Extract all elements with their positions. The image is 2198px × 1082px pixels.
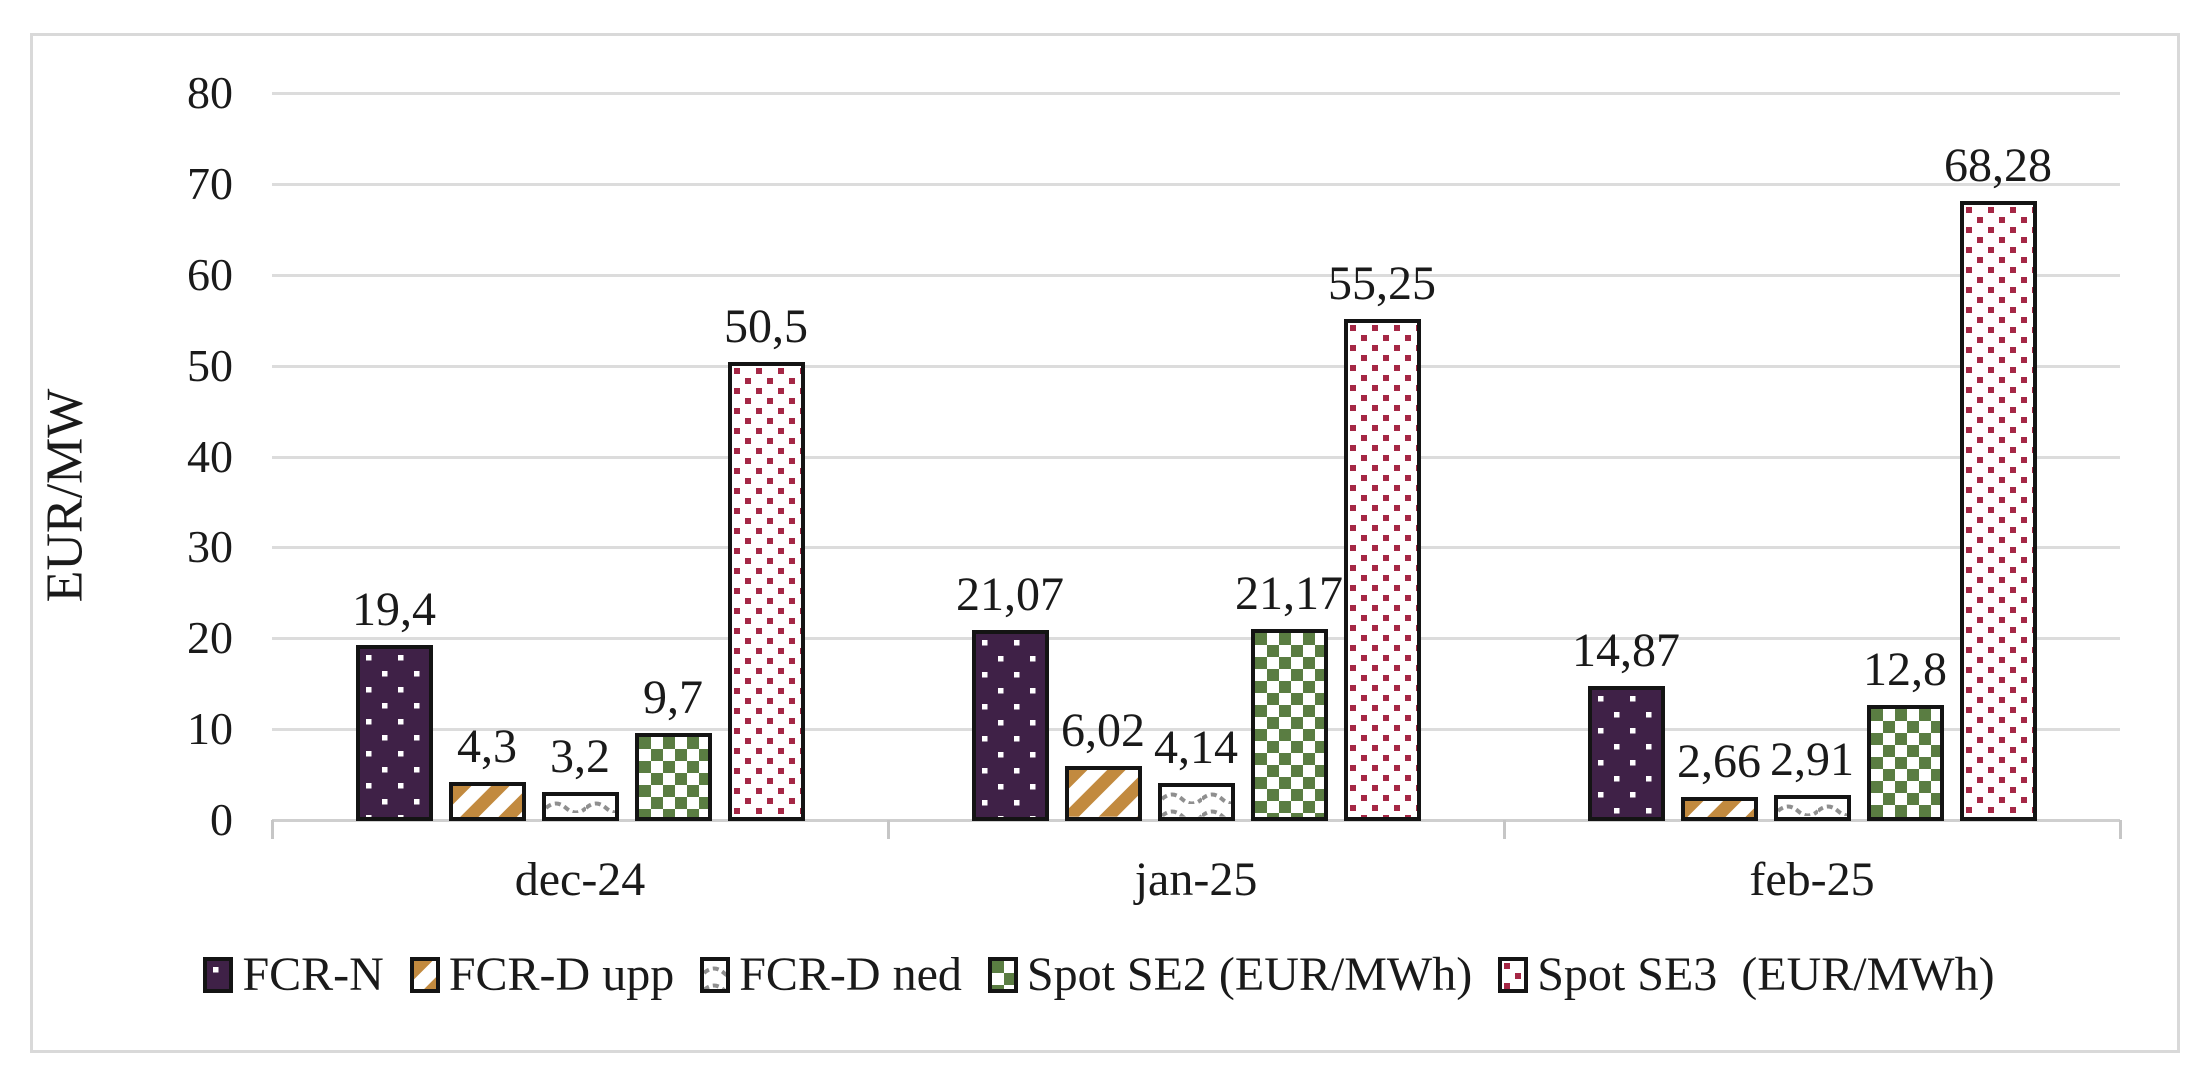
bar-value-label: 4,14	[1154, 721, 1238, 775]
bar-value-label: 3,2	[550, 729, 610, 783]
bar-pattern-icon	[975, 633, 1045, 817]
bar-fcr-n-jan-25	[971, 629, 1049, 821]
bar-spot-se2-eur-mwh--jan-25	[1250, 628, 1328, 821]
bar-pattern-icon	[1591, 689, 1661, 817]
x-axis-tick	[887, 820, 890, 839]
gridline-10	[272, 728, 2120, 732]
bar-value-label: 50,5	[724, 300, 808, 354]
x-axis-category-label-dec-24: dec-24	[514, 853, 646, 906]
bar-fcr-n-dec-24	[355, 644, 433, 821]
bar-pattern-icon	[545, 795, 615, 817]
legend-label: Spot SE2 (EUR/MWh)	[1026, 948, 1473, 1001]
legend-item-fcr-d-ned: FCR-D ned	[700, 948, 962, 1002]
legend-swatch-icon	[409, 957, 440, 993]
bar-value-label: 68,28	[1944, 138, 2052, 192]
bar-fcr-d-ned-feb-25	[1773, 794, 1851, 821]
bar-fcr-n-feb-25	[1587, 685, 1665, 821]
bar-spot-se2-eur-mwh--feb-25	[1866, 704, 1944, 821]
y-axis-tick-label: 80	[187, 67, 233, 118]
gridline-40	[272, 455, 2120, 459]
y-axis-tick-label: 50	[187, 339, 233, 391]
bar-pattern-icon	[1684, 800, 1754, 817]
y-axis-tick-label: 40	[187, 430, 233, 482]
bar-value-label: 2,91	[1770, 732, 1854, 786]
y-axis-tick-label: 20	[187, 612, 233, 664]
bar-pattern-icon	[452, 785, 522, 817]
x-axis-tick	[2119, 820, 2122, 839]
gridline-80	[272, 92, 2120, 95]
bar-value-label: 2,66	[1677, 734, 1761, 788]
legend-item-spot-se3-eur-mwh-: Spot SE3 (EUR/MWh)	[1498, 948, 1995, 1002]
gridline-50	[272, 364, 2120, 368]
bar-value-label: 21,07	[956, 567, 1064, 621]
bar-fcr-d-upp-dec-24	[448, 781, 526, 821]
legend-item-fcr-d-upp: FCR-D upp	[409, 948, 675, 1002]
y-axis-tick-label: 30	[187, 521, 233, 573]
gridline-70	[272, 182, 2120, 186]
bar-pattern-icon	[1347, 322, 1417, 817]
bar-pattern-icon	[731, 366, 801, 817]
y-axis-tick-label: 10	[187, 703, 233, 755]
x-axis-category-label-feb-25: feb-25	[1749, 853, 1875, 906]
bar-value-label: 19,4	[352, 582, 436, 636]
bar-spot-se3-eur-mwh--feb-25	[1959, 200, 2037, 821]
bar-pattern-icon	[1963, 204, 2033, 817]
bar-pattern-icon	[1870, 708, 1940, 817]
legend-swatch-icon	[700, 957, 731, 993]
bar-pattern-icon	[1254, 632, 1324, 817]
legend-label: Spot SE3 (EUR/MWh)	[1537, 948, 1995, 1001]
bar-value-label: 55,25	[1328, 256, 1436, 310]
y-axis-tick-label: 0	[210, 794, 233, 845]
legend-label: FCR-N	[242, 948, 384, 1001]
bar-value-label: 9,7	[643, 670, 703, 724]
x-axis-category-label-jan-25: jan-25	[1134, 853, 1258, 906]
y-axis-tick-label: 70	[187, 157, 233, 209]
bar-fcr-d-ned-dec-24	[541, 791, 619, 821]
bar-spot-se3-eur-mwh--dec-24	[727, 362, 805, 821]
bar-pattern-icon	[359, 648, 429, 817]
gridline-30	[272, 546, 2120, 550]
bar-value-label: 6,02	[1061, 704, 1145, 758]
bar-fcr-d-upp-feb-25	[1680, 796, 1758, 821]
x-axis-tick	[1503, 820, 1506, 839]
legend-swatch-icon	[203, 957, 234, 993]
bar-value-label: 14,87	[1572, 623, 1680, 677]
bar-pattern-icon	[1777, 798, 1847, 817]
bar-pattern-icon	[638, 736, 708, 817]
gridline-60	[272, 273, 2120, 277]
legend: FCR-N FCR-D upp FCR-D ned Spot SE2 (EUR/MWh…	[40, 948, 2158, 1002]
bar-value-label: 4,3	[457, 719, 517, 773]
y-axis-tick-label: 60	[187, 248, 233, 300]
gridline-20	[272, 637, 2120, 641]
bar-pattern-icon	[1161, 787, 1231, 817]
x-axis-tick	[271, 820, 274, 839]
bar-spot-se2-eur-mwh--dec-24	[634, 732, 712, 821]
bar-fcr-d-upp-jan-25	[1064, 766, 1142, 821]
legend-label: FCR-D ned	[739, 948, 962, 1001]
legend-item-spot-se2-eur-mwh-: Spot SE2 (EUR/MWh)	[987, 948, 1473, 1002]
chart-frame: EUR/MW	[30, 33, 2180, 1053]
bar-value-label: 21,17	[1235, 566, 1343, 620]
bar-fcr-d-ned-jan-25	[1157, 783, 1235, 821]
legend-swatch-icon	[1498, 957, 1529, 993]
bar-spot-se3-eur-mwh--jan-25	[1343, 318, 1421, 821]
bar-value-label: 12,8	[1863, 642, 1947, 696]
legend-item-fcr-n: FCR-N	[203, 948, 384, 1002]
legend-label: FCR-D upp	[448, 948, 675, 1001]
bar-pattern-icon	[1068, 770, 1138, 817]
legend-swatch-icon	[987, 957, 1018, 993]
